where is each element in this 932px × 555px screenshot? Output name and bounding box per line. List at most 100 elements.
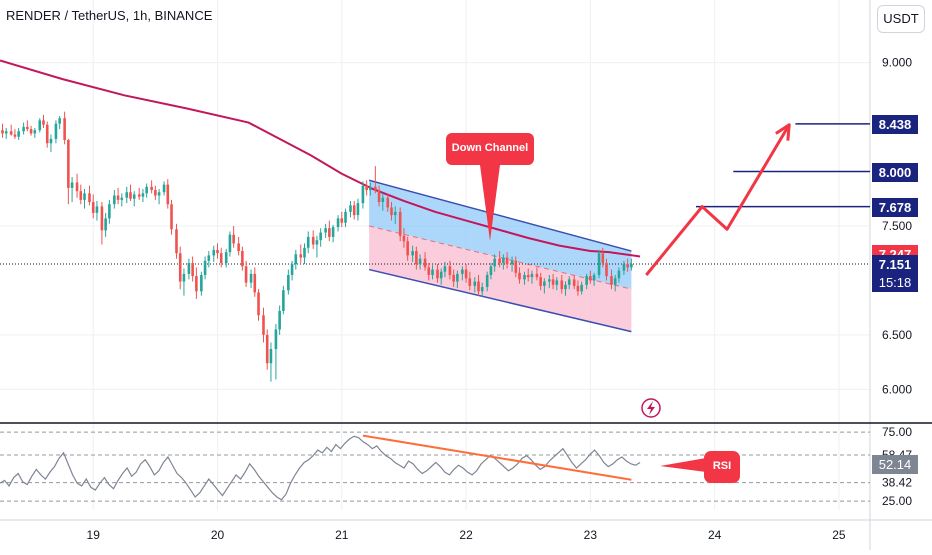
- candle-85: [352, 200, 356, 220]
- candle-body: [473, 281, 477, 286]
- candle-body: [572, 279, 576, 286]
- candle-body: [567, 279, 571, 285]
- candle-144: [597, 249, 601, 279]
- candle-3: [13, 129, 17, 139]
- candle-body: [374, 186, 377, 191]
- candle-body: [352, 205, 356, 216]
- candle-body: [216, 249, 219, 254]
- candle-54: [224, 248, 228, 268]
- candle-84: [349, 200, 352, 218]
- candle-body: [480, 286, 484, 292]
- candle-42: [175, 223, 178, 259]
- candle-62: [257, 289, 260, 321]
- candle-19: [79, 184, 83, 205]
- candle-39: [162, 181, 166, 196]
- candle-body: [303, 247, 306, 258]
- candle-147: [610, 269, 613, 290]
- candle-body: [526, 275, 530, 278]
- candle-body: [617, 270, 621, 279]
- candle-body: [502, 257, 505, 264]
- candle-body: [38, 120, 42, 131]
- candle-body: [1, 130, 4, 134]
- candle-143: [592, 272, 596, 286]
- candle-body: [349, 205, 352, 212]
- candle-111: [461, 266, 464, 281]
- projection-arrowhead: [775, 123, 791, 141]
- candle-90: [374, 166, 377, 194]
- candle-body: [195, 276, 198, 292]
- candle-69: [287, 269, 290, 295]
- candle-10: [42, 114, 45, 128]
- candle-body: [33, 130, 37, 134]
- candle-26: [108, 199, 111, 224]
- candle-body: [212, 249, 216, 256]
- down-channel-label: Down Channel: [451, 142, 529, 154]
- candle-68: [282, 285, 285, 315]
- candle-6: [26, 120, 29, 132]
- channel-lower-line: [368, 268, 632, 333]
- candle-77: [319, 228, 322, 247]
- candle-120: [498, 251, 501, 268]
- candle-79: [328, 220, 331, 242]
- candle-body: [514, 260, 518, 273]
- candle-body: [207, 255, 211, 261]
- candle-76: [315, 235, 319, 258]
- candle-body: [589, 276, 592, 281]
- candle-47: [195, 267, 198, 299]
- candle-125: [518, 267, 521, 284]
- candle-46: [191, 256, 194, 282]
- candle-body: [315, 240, 319, 245]
- candle-body: [585, 276, 588, 285]
- candle-body: [331, 227, 335, 237]
- lightning-icon-glyph: [647, 401, 655, 415]
- candle-body: [125, 192, 129, 198]
- candle-body: [402, 235, 406, 242]
- candle-body: [278, 310, 281, 330]
- candle-body: [560, 280, 564, 290]
- candle-body: [91, 202, 95, 213]
- candle-body: [224, 252, 228, 264]
- currency-button[interactable]: USDT: [877, 5, 925, 33]
- candle-59: [244, 260, 248, 287]
- candle-body: [576, 285, 580, 292]
- candle-body: [344, 211, 347, 223]
- y-tick-label: 7.500: [882, 219, 912, 233]
- candle-body: [150, 186, 153, 191]
- candle-body: [42, 120, 45, 125]
- candle-52: [216, 243, 219, 259]
- candle-82: [340, 211, 344, 228]
- price-tag-l3: 7.678: [872, 197, 918, 217]
- candle-51: [212, 245, 216, 262]
- y-tick-label: 6.000: [882, 382, 912, 396]
- candle-95: [393, 206, 397, 224]
- candle-body: [306, 236, 310, 248]
- candle-body: [294, 254, 298, 265]
- candle-115: [477, 275, 480, 296]
- candle-body: [518, 272, 521, 280]
- candle-body: [157, 192, 161, 196]
- candle-13: [54, 120, 58, 144]
- candle-body: [132, 194, 136, 199]
- rsi-tick-label: 75.00: [882, 425, 912, 439]
- y-tick-label: 9.000: [882, 56, 912, 70]
- candle-body: [154, 190, 157, 196]
- candle-body: [564, 284, 567, 290]
- candle-body: [265, 334, 269, 364]
- candle-60: [249, 269, 253, 289]
- candle-body: [249, 273, 253, 283]
- x-tick-label: 25: [832, 528, 846, 542]
- x-tick-label: 21: [335, 528, 349, 542]
- candle-body: [464, 269, 468, 279]
- candle-1: [4, 128, 8, 139]
- candle-body: [182, 273, 186, 282]
- candle-141: [585, 273, 588, 290]
- candle-24: [100, 202, 104, 245]
- candle-body: [79, 191, 83, 200]
- candle-body: [415, 251, 418, 265]
- projection-path: [645, 123, 791, 276]
- candle-body: [443, 266, 447, 272]
- candle-body: [311, 236, 315, 245]
- candle-body: [601, 253, 605, 264]
- candle-0: [1, 123, 4, 138]
- candle-body: [262, 315, 265, 335]
